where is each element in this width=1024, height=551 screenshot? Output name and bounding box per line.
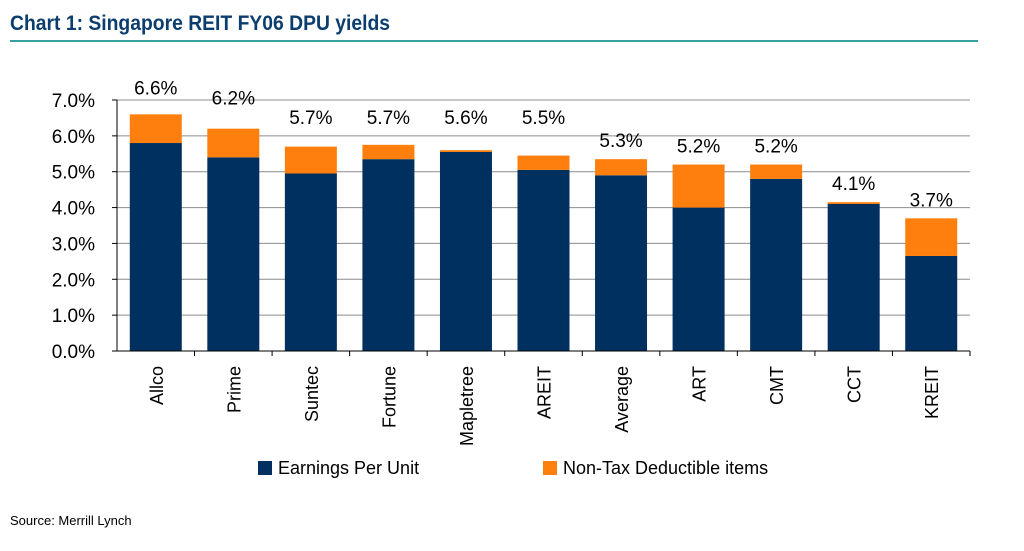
bar-earnings-per-unit <box>207 157 260 351</box>
data-label: 6.2% <box>212 89 255 110</box>
bar-earnings-per-unit <box>129 143 182 351</box>
legend-swatch-non-tax <box>543 461 557 475</box>
y-axis-ticks: 0.0% 1.0% 2.0% 3.0% 4.0% 5.0% 6.0% 7.0% <box>52 91 117 363</box>
data-label: 5.3% <box>599 131 642 152</box>
source-note: Source: Merrill Lynch <box>10 513 132 528</box>
data-label: 5.6% <box>444 108 487 129</box>
x-tick-label: Allco <box>147 366 167 405</box>
x-axis-ticks: Allco Prime Suntec Fortune Mapletree AREIT Ave… <box>147 351 971 446</box>
y-tick-label: 7.0% <box>52 91 95 112</box>
data-label: 5.2% <box>754 137 797 158</box>
data-label: 5.2% <box>677 137 720 158</box>
data-label: 5.7% <box>367 108 410 129</box>
bar-non-tax-deductible <box>827 202 880 204</box>
bar-earnings-per-unit <box>517 169 570 351</box>
bar-earnings-per-unit <box>905 255 958 351</box>
x-tick-label: CMT <box>767 366 787 405</box>
x-tick-label: ART <box>690 366 710 402</box>
bar-earnings-per-unit <box>750 178 803 351</box>
x-tick-label: Average <box>612 366 632 433</box>
legend-label: Non-Tax Deductible items <box>563 458 768 478</box>
bar-earnings-per-unit <box>595 175 648 351</box>
bar-non-tax-deductible <box>905 218 958 256</box>
y-tick-label: 4.0% <box>52 199 95 220</box>
y-tick-label: 1.0% <box>52 306 95 327</box>
title-underline <box>10 40 978 42</box>
bar-non-tax-deductible <box>439 150 492 152</box>
bar-non-tax-deductible <box>362 144 415 160</box>
bar-non-tax-deductible <box>750 164 803 179</box>
x-tick-label: Mapletree <box>457 366 477 446</box>
bar-earnings-per-unit <box>439 151 492 351</box>
bar-non-tax-deductible <box>284 146 337 174</box>
x-tick-label: Prime <box>224 366 244 413</box>
data-label: 3.7% <box>910 190 953 211</box>
bar-earnings-per-unit <box>362 159 415 351</box>
y-tick-label: 3.0% <box>52 234 95 255</box>
bar-non-tax-deductible <box>672 164 725 208</box>
data-labels: 6.6% 6.2% 5.7% 5.7% 5.6% 5.5% 5.3% 5.2% 5.2% 4.1%… <box>134 78 953 211</box>
x-tick-label: CCT <box>845 366 865 403</box>
bars <box>129 114 958 351</box>
x-tick-label: Fortune <box>379 366 399 428</box>
y-tick-label: 5.0% <box>52 163 95 184</box>
data-label: 6.6% <box>134 78 177 99</box>
axes <box>116 100 970 352</box>
chart-title: Chart 1: Singapore REIT FY06 DPU yields <box>10 12 391 35</box>
bar-earnings-per-unit <box>672 207 725 351</box>
legend: Earnings Per Unit Non-Tax Deductible item… <box>258 458 768 478</box>
y-tick-label: 2.0% <box>52 270 95 291</box>
bar-non-tax-deductible <box>129 114 182 144</box>
x-tick-label: AREIT <box>535 366 555 419</box>
data-label: 5.7% <box>289 108 332 129</box>
y-tick-label: 0.0% <box>52 342 95 363</box>
bar-non-tax-deductible <box>207 128 260 158</box>
bar-earnings-per-unit <box>284 173 337 351</box>
bar-earnings-per-unit <box>827 203 880 351</box>
bar-non-tax-deductible <box>595 159 648 176</box>
y-tick-label: 6.0% <box>52 127 95 148</box>
x-tick-label: KREIT <box>922 366 942 419</box>
legend-label: Earnings Per Unit <box>278 458 419 478</box>
bar-non-tax-deductible <box>517 155 570 170</box>
x-tick-label: Suntec <box>302 366 322 422</box>
data-label: 4.1% <box>832 174 875 195</box>
data-label: 5.5% <box>522 108 565 129</box>
legend-swatch-earnings <box>258 461 272 475</box>
